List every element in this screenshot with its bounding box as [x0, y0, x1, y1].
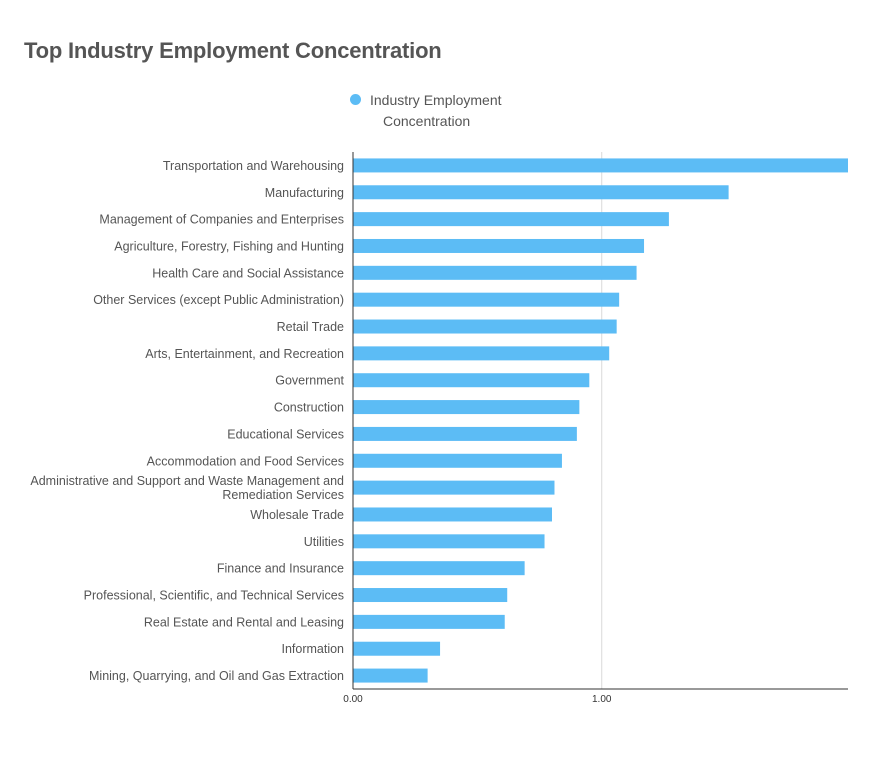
bar: [353, 426, 577, 441]
category-label: Finance and Insurance: [217, 562, 344, 576]
category-label-line: Educational Services: [227, 427, 344, 441]
bar: [353, 238, 645, 253]
category-label-line: Management of Companies and Enterprises: [99, 213, 344, 227]
bar: [353, 185, 729, 200]
category-label: Retail Trade: [277, 320, 344, 334]
bar: [353, 614, 505, 629]
bar: [353, 507, 552, 522]
bar: [353, 158, 848, 173]
category-label-line: Transportation and Warehousing: [163, 159, 344, 173]
bar: [353, 212, 669, 227]
category-label-line: Arts, Entertainment, and Recreation: [145, 347, 344, 361]
legend-label-line1: Industry Employment: [370, 92, 502, 108]
category-label-line: Government: [275, 374, 344, 388]
x-tick-label: 0.00: [343, 694, 363, 705]
bar: [353, 319, 617, 334]
chart-title: Top Industry Employment Concentration: [24, 38, 442, 63]
bar: [353, 373, 590, 388]
category-label: Professional, Scientific, and Technical …: [84, 589, 344, 603]
legend-label: Industry Employment Concentration: [370, 90, 540, 132]
category-label: Arts, Entertainment, and Recreation: [145, 347, 344, 361]
category-label: Real Estate and Rental and Leasing: [144, 615, 344, 629]
bar: [353, 292, 620, 307]
category-label: Agriculture, Forestry, Fishing and Hunti…: [114, 239, 344, 253]
bar: [353, 453, 562, 468]
category-label-line: Health Care and Social Assistance: [152, 266, 344, 280]
category-label: Health Care and Social Assistance: [152, 266, 344, 280]
category-label: Management of Companies and Enterprises: [99, 213, 344, 227]
category-label-line: Utilities: [304, 535, 344, 549]
bar: [353, 561, 525, 576]
category-label: Educational Services: [227, 427, 344, 441]
bar: [353, 588, 508, 603]
category-label: Information: [281, 642, 344, 656]
category-label-line: Information: [281, 642, 344, 656]
category-label-line: Other Services (except Public Administra…: [93, 293, 344, 307]
bar: [353, 265, 637, 280]
bar: [353, 641, 441, 656]
bar: [353, 400, 580, 415]
category-label-line: Professional, Scientific, and Technical …: [84, 589, 344, 603]
bar: [353, 668, 428, 683]
category-label: Mining, Quarrying, and Oil and Gas Extra…: [89, 669, 344, 683]
category-label: Other Services (except Public Administra…: [93, 293, 344, 307]
category-label-line: Finance and Insurance: [217, 562, 344, 576]
category-label-line: Mining, Quarrying, and Oil and Gas Extra…: [89, 669, 344, 683]
bar: [353, 534, 545, 549]
category-label: Construction: [274, 401, 344, 415]
category-label-line: Manufacturing: [265, 186, 344, 200]
category-label-line: Retail Trade: [277, 320, 344, 334]
x-tick-label: 1.00: [592, 694, 612, 705]
bar: [353, 480, 555, 495]
category-label-line: Real Estate and Rental and Leasing: [144, 615, 344, 629]
category-label: Accommodation and Food Services: [147, 454, 344, 468]
category-label: Manufacturing: [265, 186, 344, 200]
category-label: Wholesale Trade: [250, 508, 344, 522]
category-label-line: Administrative and Support and Waste Man…: [30, 474, 344, 488]
category-label-line: Agriculture, Forestry, Fishing and Hunti…: [114, 239, 344, 253]
category-label: Government: [275, 374, 344, 388]
legend-label-line2: Concentration: [383, 113, 471, 129]
category-label: Administrative and Support and Waste Man…: [30, 474, 344, 502]
bar: [353, 346, 610, 361]
category-label-line: Construction: [274, 401, 344, 415]
category-label: Transportation and Warehousing: [163, 159, 344, 173]
category-label-line: Wholesale Trade: [250, 508, 344, 522]
category-label-line: Accommodation and Food Services: [147, 454, 344, 468]
category-label: Utilities: [304, 535, 344, 549]
legend-marker: [350, 94, 361, 105]
category-label-line: Remediation Services: [222, 488, 344, 502]
